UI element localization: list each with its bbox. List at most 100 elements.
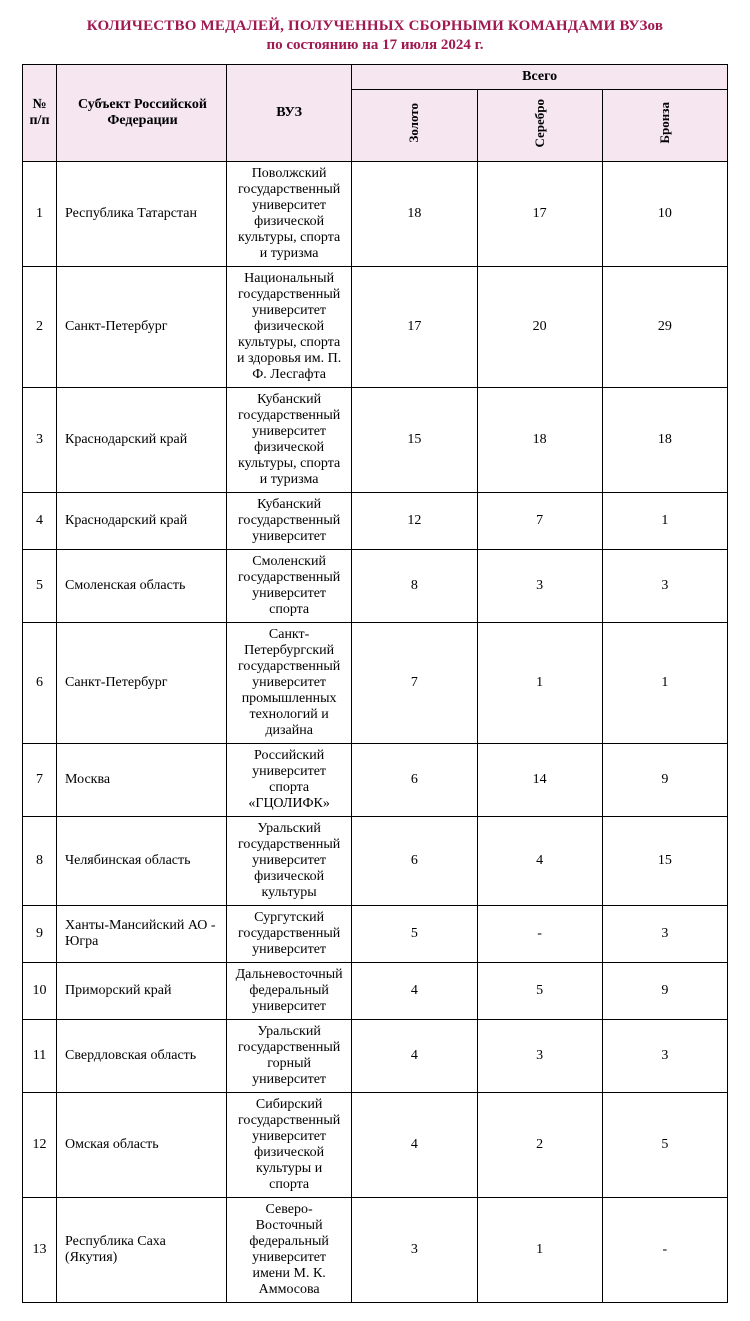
cell-num: 7 [23,744,57,817]
table-row: 1Республика ТатарстанПоволжский государс… [23,162,728,267]
cell-university: Кубанский государственный университет [227,493,352,550]
cell-region: Санкт-Петербург [57,623,227,744]
cell-region: Краснодарский край [57,388,227,493]
cell-num: 1 [23,162,57,267]
page-title-line1: КОЛИЧЕСТВО МЕДАЛЕЙ, ПОЛУЧЕННЫХ СБОРНЫМИ … [22,18,728,35]
cell-university: Северо-Восточный федеральный университет… [227,1198,352,1303]
cell-bronze: 1 [602,623,727,744]
header-bronze: Бронза [602,90,727,162]
cell-bronze: 18 [602,388,727,493]
cell-university: Сибирский государственный университет фи… [227,1093,352,1198]
cell-num: 5 [23,550,57,623]
page-title-line2: по состоянию на 17 июля 2024 г. [22,37,728,54]
cell-region: Краснодарский край [57,493,227,550]
cell-university: Национальный государственный университет… [227,267,352,388]
header-university: ВУЗ [227,65,352,162]
cell-num: 3 [23,388,57,493]
cell-silver: 3 [477,1020,602,1093]
table-row: 11Свердловская областьУральский государс… [23,1020,728,1093]
cell-silver: 1 [477,1198,602,1303]
header-gold: Золото [352,90,477,162]
header-silver: Серебро [477,90,602,162]
cell-bronze: 3 [602,906,727,963]
cell-num: 8 [23,817,57,906]
table-row: 4Краснодарский крайКубанский государстве… [23,493,728,550]
cell-gold: 3 [352,1198,477,1303]
cell-university: Российский университет спорта «ГЦОЛИФК» [227,744,352,817]
cell-bronze: 1 [602,493,727,550]
table-row: 2Санкт-ПетербургНациональный государстве… [23,267,728,388]
cell-region: Приморский край [57,963,227,1020]
cell-num: 6 [23,623,57,744]
cell-silver: 17 [477,162,602,267]
cell-region: Челябинская область [57,817,227,906]
cell-num: 4 [23,493,57,550]
table-body: 1Республика ТатарстанПоволжский государс… [23,162,728,1303]
cell-silver: 1 [477,623,602,744]
cell-bronze: 3 [602,550,727,623]
cell-num: 12 [23,1093,57,1198]
medals-table: № п/п Субъект Российской Федерации ВУЗ В… [22,64,728,1303]
cell-gold: 8 [352,550,477,623]
cell-silver: - [477,906,602,963]
cell-region: Смоленская область [57,550,227,623]
cell-silver: 5 [477,963,602,1020]
cell-region: Ханты-Мансийский АО - Югра [57,906,227,963]
header-silver-label: Серебро [532,95,548,152]
header-num: № п/п [23,65,57,162]
cell-silver: 3 [477,550,602,623]
cell-silver: 14 [477,744,602,817]
header-gold-label: Золото [406,99,422,147]
table-row: 8Челябинская областьУральский государств… [23,817,728,906]
cell-silver: 20 [477,267,602,388]
table-row: 9Ханты-Мансийский АО - ЮграСургутский го… [23,906,728,963]
cell-university: Уральский государственный университет фи… [227,817,352,906]
cell-silver: 18 [477,388,602,493]
cell-region: Санкт-Петербург [57,267,227,388]
table-row: 7МоскваРоссийский университет спорта «ГЦ… [23,744,728,817]
cell-bronze: - [602,1198,727,1303]
cell-university: Сургутский государственный университет [227,906,352,963]
cell-university: Кубанский государственный университет фи… [227,388,352,493]
table-row: 12Омская областьСибирский государственны… [23,1093,728,1198]
cell-region: Москва [57,744,227,817]
cell-university: Поволжский государственный университет ф… [227,162,352,267]
cell-university: Санкт-Петербургский государственный унив… [227,623,352,744]
cell-silver: 2 [477,1093,602,1198]
cell-num: 11 [23,1020,57,1093]
cell-region: Свердловская область [57,1020,227,1093]
cell-num: 10 [23,963,57,1020]
cell-gold: 7 [352,623,477,744]
cell-gold: 4 [352,1093,477,1198]
cell-region: Республика Саха (Якутия) [57,1198,227,1303]
header-total: Всего [352,65,728,90]
cell-gold: 4 [352,1020,477,1093]
cell-num: 2 [23,267,57,388]
table-row: 3Краснодарский крайКубанский государстве… [23,388,728,493]
cell-region: Омская область [57,1093,227,1198]
cell-bronze: 9 [602,744,727,817]
cell-num: 13 [23,1198,57,1303]
cell-gold: 4 [352,963,477,1020]
cell-bronze: 9 [602,963,727,1020]
cell-university: Дальневосточный федеральный университет [227,963,352,1020]
cell-university: Смоленский государственный университет с… [227,550,352,623]
cell-gold: 15 [352,388,477,493]
cell-bronze: 5 [602,1093,727,1198]
table-row: 10Приморский крайДальневосточный федерал… [23,963,728,1020]
cell-gold: 18 [352,162,477,267]
cell-gold: 6 [352,744,477,817]
header-region: Субъект Российской Федерации [57,65,227,162]
cell-bronze: 10 [602,162,727,267]
cell-gold: 12 [352,493,477,550]
table-row: 6Санкт-ПетербургСанкт-Петербургский госу… [23,623,728,744]
cell-silver: 4 [477,817,602,906]
cell-gold: 5 [352,906,477,963]
table-row: 5Смоленская областьСмоленский государств… [23,550,728,623]
cell-bronze: 15 [602,817,727,906]
cell-bronze: 3 [602,1020,727,1093]
cell-gold: 6 [352,817,477,906]
cell-silver: 7 [477,493,602,550]
cell-region: Республика Татарстан [57,162,227,267]
cell-num: 9 [23,906,57,963]
